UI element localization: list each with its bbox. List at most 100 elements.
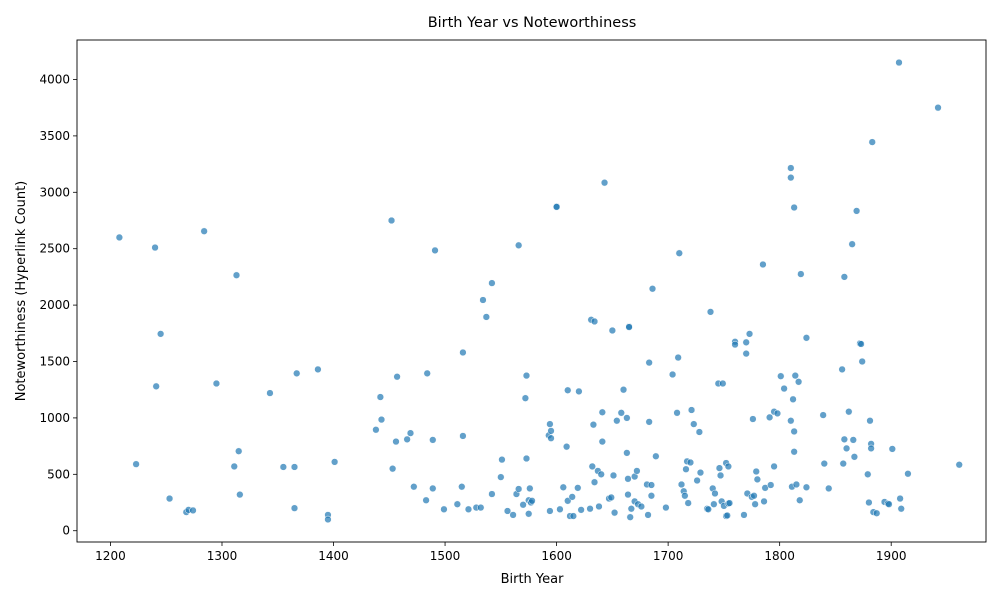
scatter-point <box>693 476 701 485</box>
scatter-point <box>760 497 768 506</box>
scatter-point <box>710 500 718 508</box>
scatter-point <box>745 330 754 338</box>
scatter-point <box>825 484 833 493</box>
scatter-point <box>519 501 527 509</box>
scatter-point <box>232 271 241 279</box>
scatter-point <box>955 461 963 469</box>
scatter-point <box>423 369 431 378</box>
scatter-point <box>866 417 874 425</box>
scatter-point <box>458 483 466 491</box>
scatter-point <box>791 371 799 380</box>
scatter-point <box>610 509 619 517</box>
scatter-point <box>753 475 762 484</box>
scatter-point <box>724 462 733 471</box>
scatter-point <box>392 437 400 446</box>
scatter-point <box>633 467 641 475</box>
scatter-point <box>568 493 576 501</box>
scatter-point <box>759 260 767 269</box>
scatter-point <box>236 490 244 499</box>
scatter-point <box>200 227 208 235</box>
scatter-point <box>767 481 775 489</box>
scatter-point <box>376 393 385 401</box>
scatter-point <box>792 480 801 489</box>
scatter-point <box>648 285 657 293</box>
scatter-point <box>873 509 881 517</box>
scatter-point <box>406 429 415 437</box>
scatter-point <box>522 371 531 380</box>
scatter-point <box>515 241 523 249</box>
scatter-point <box>840 435 848 443</box>
chart-title: Birth Year vs Noteworthiness <box>428 15 637 31</box>
scatter-point <box>802 483 811 491</box>
scatter-point <box>597 470 605 478</box>
scatter-point <box>897 505 905 513</box>
scatter-point <box>842 444 851 453</box>
scatter-point <box>290 463 299 471</box>
scatter-point <box>647 492 656 500</box>
scatter-point <box>577 506 585 514</box>
scatter-point <box>848 240 856 248</box>
scatter-point <box>704 505 712 513</box>
scatter-point <box>787 417 795 425</box>
scatter-point <box>674 353 682 362</box>
scatter-point <box>750 492 758 500</box>
scatter-point <box>559 483 567 491</box>
scatter-point <box>546 507 554 515</box>
scatter-point <box>794 378 803 386</box>
scatter-point <box>488 279 496 287</box>
scatter-point <box>165 494 174 503</box>
y-axis-label: Noteworthiness (Hyperlink Count) <box>14 181 29 402</box>
scatter-point <box>528 497 536 505</box>
scatter-point <box>459 432 467 440</box>
plot-frame <box>76 39 987 543</box>
scatter-point <box>662 503 670 512</box>
scatter-point <box>515 485 523 493</box>
scatter-point <box>677 480 686 489</box>
scatter-point <box>290 504 299 512</box>
scatter-point <box>751 500 759 508</box>
scatter-point <box>770 462 778 471</box>
scatter-point <box>595 502 603 511</box>
scatter-point <box>868 138 876 146</box>
y-tick-label: 2500 <box>39 242 70 256</box>
scatter-point <box>820 459 828 468</box>
scatter-point <box>586 505 594 513</box>
scatter-point <box>645 358 653 367</box>
scatter-point <box>393 373 401 381</box>
x-tick-label: 1600 <box>541 549 572 563</box>
scatter-point <box>377 415 386 424</box>
scatter-point <box>459 348 467 357</box>
scatter-point <box>849 436 857 444</box>
scatter-point <box>598 408 606 416</box>
scatter-point <box>422 496 430 504</box>
scatter-point <box>522 454 531 463</box>
scatter-point <box>723 511 731 520</box>
y-tick-label: 1500 <box>39 355 70 369</box>
y-tick-label: 3000 <box>39 185 70 199</box>
scatter-point <box>625 323 633 331</box>
scatter-point <box>740 511 748 519</box>
x-tick-label: 1300 <box>207 549 238 563</box>
scatter-point <box>266 389 274 397</box>
scatter-point <box>838 365 846 374</box>
scatter-point <box>157 330 165 338</box>
scatter-point <box>789 395 797 403</box>
scatter-point <box>330 458 339 466</box>
y-tick-label: 4000 <box>39 72 70 86</box>
scatter-point <box>482 313 490 321</box>
scatter-point <box>687 406 696 414</box>
scatter-point <box>564 386 572 394</box>
scatter-point <box>115 233 124 242</box>
scatter-point <box>644 511 652 519</box>
scatter-point <box>684 499 692 507</box>
scatter-point <box>742 349 750 358</box>
scatter-point <box>719 379 727 388</box>
scatter-point <box>796 496 804 504</box>
scatter-point <box>503 507 512 515</box>
scatter-point <box>647 481 656 489</box>
scatter-point <box>637 502 646 511</box>
scatter-point <box>387 216 396 225</box>
scatter-point <box>189 506 197 515</box>
scatter-point <box>904 470 912 478</box>
scatter-point <box>888 445 896 453</box>
